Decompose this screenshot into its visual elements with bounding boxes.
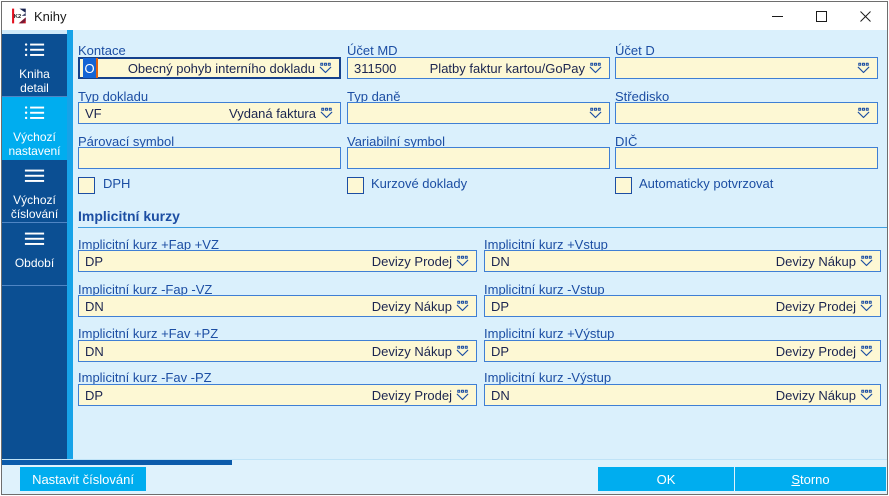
svg-text:K2: K2 bbox=[14, 14, 21, 20]
